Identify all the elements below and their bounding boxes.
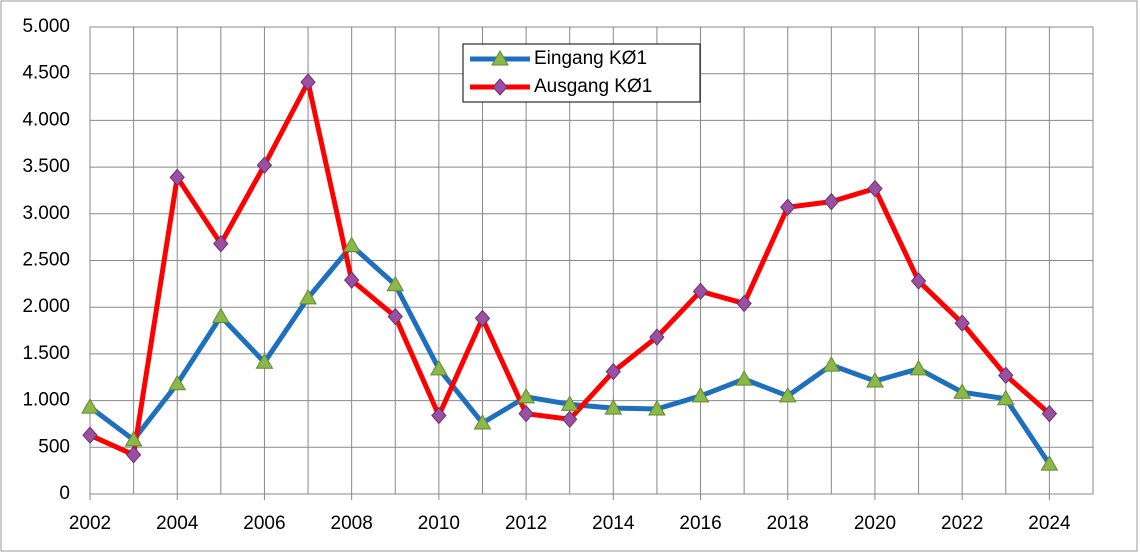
marker (1041, 404, 1058, 423)
marker (82, 426, 98, 444)
legend: Eingang KØ1 Ausgang KØ1 (462, 43, 701, 103)
marker (255, 353, 274, 369)
legend-label: Eingang KØ1 (534, 48, 647, 69)
y-tick-label: 3.000 (22, 203, 70, 224)
marker (491, 49, 509, 66)
y-tick-label: 2.500 (22, 250, 70, 271)
y-tick-label: 4.000 (22, 109, 70, 130)
marker (386, 275, 405, 292)
x-tick-label: 2018 (767, 513, 809, 534)
marker (691, 386, 710, 403)
marker (299, 288, 317, 305)
marker (431, 406, 447, 425)
marker (1040, 455, 1059, 471)
marker (692, 282, 709, 301)
x-tick-label: 2010 (418, 513, 460, 534)
marker (168, 374, 187, 391)
y-tick-label: 4.500 (22, 63, 70, 84)
marker (430, 359, 448, 376)
marker (953, 383, 972, 399)
marker (822, 356, 841, 372)
y-tick-label: 1.000 (22, 390, 70, 411)
marker (342, 236, 361, 253)
marker (211, 307, 230, 324)
legend-label: Ausgang KØ1 (534, 76, 652, 97)
marker (866, 371, 884, 388)
marker (605, 362, 621, 381)
marker (954, 314, 970, 332)
y-tick-label: 0 (59, 483, 70, 504)
y-tick-label: 2.000 (22, 296, 70, 317)
marker (648, 399, 666, 416)
marker (996, 389, 1015, 406)
marker (649, 328, 665, 346)
marker (473, 414, 492, 430)
marker (169, 168, 185, 187)
marker (867, 179, 883, 198)
marker (518, 404, 534, 423)
x-tick-label: 2016 (679, 513, 721, 534)
marker (909, 359, 928, 376)
marker (300, 73, 316, 91)
x-tick-label: 2012 (505, 513, 547, 534)
marker (735, 370, 753, 386)
marker (736, 294, 752, 313)
x-tick-label: 2002 (69, 513, 111, 534)
y-tick-label: 1.500 (22, 343, 70, 364)
marker (517, 387, 535, 404)
x-tick-label: 2014 (592, 513, 635, 534)
y-tick-label: 3.500 (22, 156, 70, 177)
legend-box (462, 43, 701, 103)
marker (560, 395, 579, 411)
x-tick-label: 2004 (156, 513, 199, 534)
marker (778, 386, 797, 403)
x-tick-label: 2006 (243, 513, 285, 534)
marker (343, 271, 360, 289)
marker (474, 309, 491, 328)
x-tick-label: 2024 (1028, 513, 1071, 534)
marker (256, 156, 273, 174)
marker (492, 78, 508, 96)
marker (823, 192, 840, 211)
marker (604, 399, 623, 415)
y-tick-label: 500 (38, 436, 70, 457)
x-tick-label: 2020 (854, 513, 896, 534)
x-tick-label: 2022 (941, 513, 983, 534)
marker (998, 366, 1014, 385)
marker (910, 272, 927, 290)
marker (124, 430, 143, 447)
marker (81, 398, 99, 414)
y-tick-label: 5.000 (22, 16, 70, 37)
marker (387, 307, 403, 326)
x-tick-label: 2008 (331, 513, 373, 534)
marker (125, 446, 142, 464)
marker (780, 198, 796, 217)
marker (562, 410, 578, 429)
marker (213, 234, 229, 253)
